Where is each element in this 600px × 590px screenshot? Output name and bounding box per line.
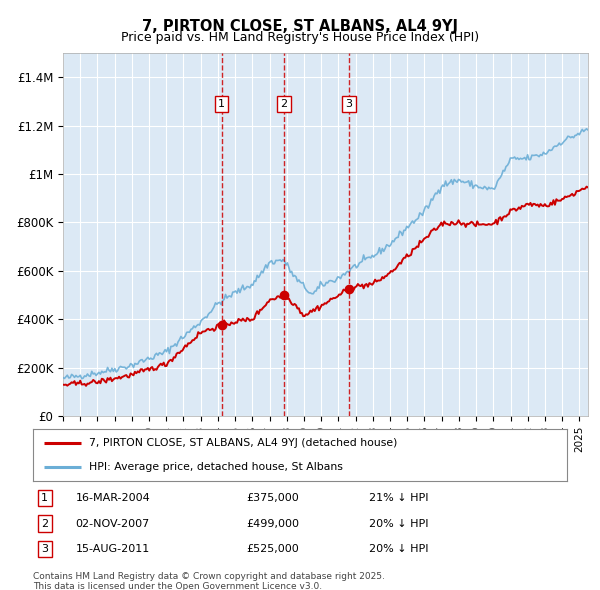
Text: 16-MAR-2004: 16-MAR-2004 bbox=[76, 493, 151, 503]
Text: Price paid vs. HM Land Registry's House Price Index (HPI): Price paid vs. HM Land Registry's House … bbox=[121, 31, 479, 44]
Text: 15-AUG-2011: 15-AUG-2011 bbox=[76, 544, 150, 554]
Text: 20% ↓ HPI: 20% ↓ HPI bbox=[370, 544, 429, 554]
Text: 21% ↓ HPI: 21% ↓ HPI bbox=[370, 493, 429, 503]
Text: This data is licensed under the Open Government Licence v3.0.: This data is licensed under the Open Gov… bbox=[33, 582, 322, 590]
Text: 3: 3 bbox=[346, 99, 353, 109]
Text: 7, PIRTON CLOSE, ST ALBANS, AL4 9YJ (detached house): 7, PIRTON CLOSE, ST ALBANS, AL4 9YJ (det… bbox=[89, 438, 397, 448]
Text: 3: 3 bbox=[41, 544, 48, 554]
Text: Contains HM Land Registry data © Crown copyright and database right 2025.: Contains HM Land Registry data © Crown c… bbox=[33, 572, 385, 581]
Text: £525,000: £525,000 bbox=[247, 544, 299, 554]
Text: 2: 2 bbox=[280, 99, 287, 109]
Text: 20% ↓ HPI: 20% ↓ HPI bbox=[370, 519, 429, 529]
Text: £375,000: £375,000 bbox=[247, 493, 299, 503]
Text: 1: 1 bbox=[218, 99, 225, 109]
Text: 7, PIRTON CLOSE, ST ALBANS, AL4 9YJ: 7, PIRTON CLOSE, ST ALBANS, AL4 9YJ bbox=[142, 19, 458, 34]
Text: 2: 2 bbox=[41, 519, 49, 529]
Text: 1: 1 bbox=[41, 493, 48, 503]
Text: HPI: Average price, detached house, St Albans: HPI: Average price, detached house, St A… bbox=[89, 462, 343, 472]
Text: 02-NOV-2007: 02-NOV-2007 bbox=[76, 519, 150, 529]
Text: £499,000: £499,000 bbox=[247, 519, 299, 529]
